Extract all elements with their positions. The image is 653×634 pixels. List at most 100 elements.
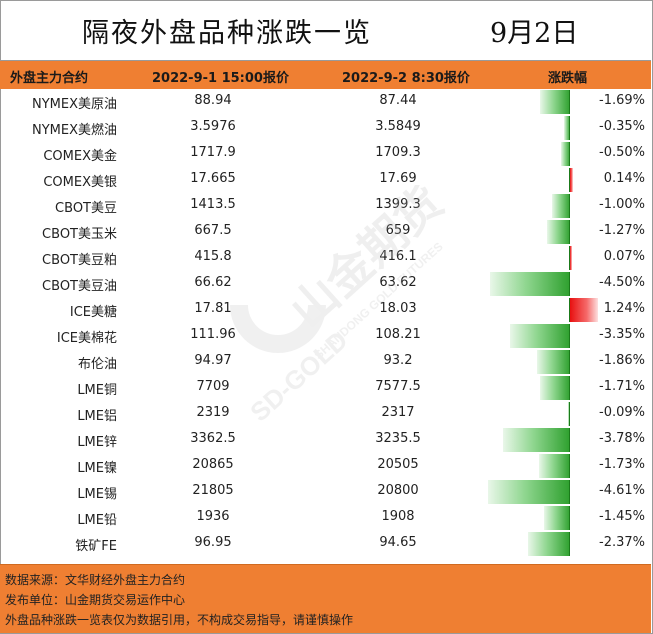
bar-axis xyxy=(569,428,570,452)
table-row: ICE美棉花 111.96 108.21 -3.35% xyxy=(0,323,651,349)
change-percent: -3.78% xyxy=(599,431,645,446)
table-row: CBOT美玉米 667.5 659 -1.27% xyxy=(0,219,651,245)
bar-axis xyxy=(569,220,570,244)
price-current: 93.2 xyxy=(383,353,413,368)
bar-axis xyxy=(569,532,570,556)
footer-notes: 数据来源：文华财经外盘主力合约 发布单位：山金期货交易运作中心 外盘品种涨跌一览… xyxy=(0,564,651,633)
commodity-name: NYMEX美原油 xyxy=(31,97,117,112)
bar-axis xyxy=(569,480,570,504)
price-current: 3235.5 xyxy=(375,431,421,446)
change-percent: -1.00% xyxy=(599,197,645,212)
bar-axis xyxy=(569,90,570,114)
table-header: 外盘主力合约 2022-9-1 15:00报价 2022-9-2 8:30报价 … xyxy=(0,61,651,89)
change-bar xyxy=(552,194,570,218)
change-percent: -0.35% xyxy=(599,119,645,134)
commodity-name: COMEX美银 xyxy=(43,175,117,190)
table-row: LME镍 20865 20505 -1.73% xyxy=(0,453,651,479)
table-row: NYMEX美燃油 3.5976 3.5849 -0.35% xyxy=(0,115,651,141)
price-prev: 1936 xyxy=(196,509,230,524)
header-price1: 2022-9-1 15:00报价 xyxy=(152,71,289,86)
price-current: 659 xyxy=(385,223,411,238)
change-bar xyxy=(570,168,574,192)
table-row: 布伦油 94.97 93.2 -1.86% xyxy=(0,349,651,375)
price-prev: 17.81 xyxy=(194,301,232,316)
price-prev: 88.94 xyxy=(194,93,232,108)
bar-axis xyxy=(569,402,570,426)
bar-axis xyxy=(569,298,570,322)
change-percent: -0.09% xyxy=(599,405,645,420)
price-current: 20505 xyxy=(377,457,419,472)
commodity-name: ICE美糖 xyxy=(69,305,117,320)
price-current: 1908 xyxy=(381,509,415,524)
bar-axis xyxy=(569,116,570,140)
commodity-name: LME锡 xyxy=(77,487,117,502)
price-current: 17.69 xyxy=(379,171,417,186)
table-row: CBOT美豆油 66.62 63.62 -4.50% xyxy=(0,271,651,297)
footer-source: 数据来源：文华财经外盘主力合约 xyxy=(5,573,186,587)
change-percent: -4.50% xyxy=(599,275,645,290)
change-bar xyxy=(539,90,570,114)
table-row: LME锌 3362.5 3235.5 -3.78% xyxy=(0,427,651,453)
commodity-name: CBOT美豆粕 xyxy=(42,253,117,268)
price-current: 1709.3 xyxy=(375,145,421,160)
price-current: 3.5849 xyxy=(375,119,421,134)
footer-publisher: 发布单位：山金期货交易运作中心 xyxy=(5,593,186,607)
footer-disclaimer: 外盘品种涨跌一览表仅为数据引用，不构成交易指导，请谨慎操作 xyxy=(5,613,354,627)
table-row: CBOT美豆 1413.5 1399.3 -1.00% xyxy=(0,193,651,219)
price-current: 7577.5 xyxy=(375,379,421,394)
price-prev: 111.96 xyxy=(190,327,236,342)
change-bar xyxy=(502,428,570,452)
commodity-name: NYMEX美燃油 xyxy=(31,123,117,138)
table-row: LME铝 2319 2317 -0.09% xyxy=(0,401,651,427)
change-bar xyxy=(489,272,570,296)
price-prev: 94.97 xyxy=(194,353,232,368)
change-percent: 0.07% xyxy=(603,249,645,264)
commodity-name: CBOT美豆 xyxy=(55,201,117,216)
change-bar xyxy=(561,142,570,166)
header-name: 外盘主力合约 xyxy=(10,71,89,86)
table-row: ICE美糖 17.81 18.03 1.24% xyxy=(0,297,651,323)
header-price2: 2022-9-2 8:30报价 xyxy=(342,71,470,86)
commodity-name: LME铅 xyxy=(77,513,117,528)
header-change: 涨跌幅 xyxy=(548,71,588,86)
table-row: LME铜 7709 7577.5 -1.71% xyxy=(0,375,651,401)
price-current: 63.62 xyxy=(379,275,417,290)
commodity-name: LME铜 xyxy=(77,383,117,398)
price-prev: 20865 xyxy=(192,457,234,472)
change-percent: -3.35% xyxy=(599,327,645,342)
price-prev: 1717.9 xyxy=(190,145,236,160)
change-bar xyxy=(544,506,570,530)
change-bar xyxy=(527,532,570,556)
change-percent: -1.69% xyxy=(599,93,645,108)
change-percent: -0.50% xyxy=(599,145,645,160)
change-percent: -1.86% xyxy=(599,353,645,368)
price-prev: 667.5 xyxy=(194,223,232,238)
change-bar xyxy=(536,350,570,374)
price-current: 108.21 xyxy=(375,327,421,342)
price-prev: 1413.5 xyxy=(190,197,236,212)
title-row: 隔夜外盘品种涨跌一览 9月2日 xyxy=(0,0,651,61)
price-current: 87.44 xyxy=(379,93,417,108)
price-current: 18.03 xyxy=(379,301,417,316)
table-row: COMEX美金 1717.9 1709.3 -0.50% xyxy=(0,141,651,167)
bar-axis xyxy=(569,194,570,218)
price-prev: 66.62 xyxy=(194,275,232,290)
price-prev: 415.8 xyxy=(194,249,232,264)
change-bar xyxy=(488,480,570,504)
price-current: 20800 xyxy=(377,483,419,498)
change-percent: -1.73% xyxy=(599,457,645,472)
bar-axis xyxy=(569,376,570,400)
price-prev: 96.95 xyxy=(194,535,232,550)
change-bar xyxy=(547,220,570,244)
change-percent: 1.24% xyxy=(603,301,645,316)
change-percent: 0.14% xyxy=(603,171,645,186)
commodity-name: 布伦油 xyxy=(77,357,117,372)
table-body: NYMEX美原油 88.94 87.44 -1.69% NYMEX美燃油 3.5976 3.… xyxy=(0,89,651,557)
change-bar xyxy=(510,324,570,348)
change-percent: -1.71% xyxy=(599,379,645,394)
bar-axis xyxy=(569,246,570,270)
bar-axis xyxy=(569,272,570,296)
bar-axis xyxy=(569,142,570,166)
commodity-name: LME锌 xyxy=(77,435,117,450)
change-percent: -1.45% xyxy=(599,509,645,524)
